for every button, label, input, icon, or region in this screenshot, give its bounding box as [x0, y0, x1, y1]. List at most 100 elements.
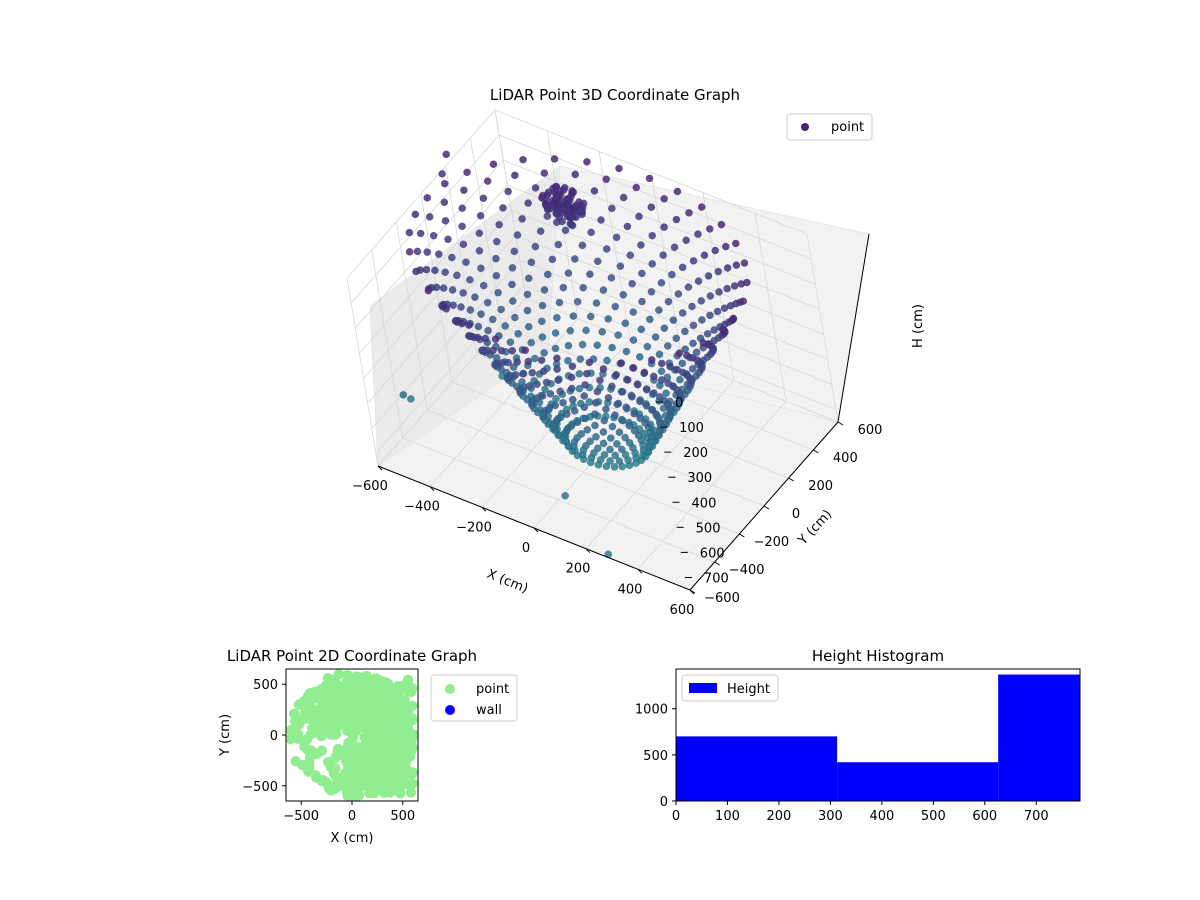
data-point	[479, 281, 488, 290]
grid-line	[395, 221, 428, 411]
data-point	[504, 358, 513, 367]
data-point	[590, 187, 599, 195]
x-tick-mark	[637, 568, 643, 574]
data-point	[629, 308, 638, 316]
data-point	[346, 700, 357, 712]
data-point	[668, 270, 676, 279]
data-point	[538, 392, 547, 400]
data-point	[539, 194, 547, 202]
data-point	[648, 406, 656, 414]
data-point	[611, 451, 620, 460]
data-point	[655, 306, 663, 314]
data-point	[647, 203, 656, 212]
data-point	[623, 404, 631, 413]
grid-line	[451, 381, 765, 507]
data-point	[577, 430, 586, 438]
y-tick-label: 200	[808, 479, 833, 494]
data-point	[606, 445, 614, 454]
grid-line	[346, 277, 379, 467]
data-point	[524, 322, 533, 331]
grid-line	[375, 284, 837, 454]
data-point	[720, 304, 729, 313]
chart-3d: LiDAR Point 3D Coordinate Graph −600 −400…	[346, 86, 926, 618]
data-point	[599, 439, 608, 448]
data-point	[604, 315, 613, 323]
data-point	[458, 222, 466, 231]
data-point	[438, 170, 446, 178]
data-point	[621, 450, 630, 459]
data-point	[623, 376, 632, 384]
x-tick-label: −200	[456, 520, 492, 535]
data-point	[662, 389, 670, 398]
data-point	[642, 401, 651, 410]
data-point	[463, 168, 471, 177]
data-point	[358, 718, 369, 729]
data-point	[510, 247, 519, 256]
data-point	[586, 437, 594, 446]
y-tick-label: 500	[253, 678, 278, 693]
data-point	[618, 387, 627, 396]
data-point	[483, 177, 492, 185]
y-tick-label: −200	[753, 535, 789, 550]
data-point	[466, 275, 474, 284]
chart-3d-title: LiDAR Point 3D Coordinate Graph	[490, 86, 740, 104]
x-tick-label: 200	[566, 562, 591, 577]
data-point	[396, 779, 408, 791]
data-point	[459, 240, 468, 249]
data-point	[551, 344, 560, 353]
data-point	[537, 317, 546, 326]
chart-2d-legend-point-label: point	[476, 682, 509, 697]
data-point	[289, 715, 301, 727]
chart-hist-legend-label: Height	[727, 682, 770, 697]
data-point	[622, 347, 631, 356]
data-point	[501, 322, 510, 330]
data-point	[657, 359, 666, 368]
data-point	[649, 389, 658, 397]
data-point	[591, 421, 599, 430]
chart-3d-legend-label: point	[831, 120, 864, 135]
data-point	[405, 248, 414, 256]
data-point	[582, 326, 590, 335]
x-tick-label: 300	[818, 809, 843, 824]
data-point	[603, 356, 611, 365]
data-point	[610, 463, 619, 471]
data-point	[495, 220, 504, 229]
data-point	[573, 418, 582, 427]
data-point	[343, 737, 354, 749]
y-tick-label: 0	[792, 507, 800, 522]
data-point	[453, 271, 461, 280]
grid-line	[650, 171, 683, 361]
data-point	[578, 241, 587, 250]
x-tick-label: 400	[869, 809, 894, 824]
data-point	[616, 262, 625, 271]
data-point	[557, 197, 566, 205]
grid-line	[359, 184, 820, 354]
data-point	[459, 289, 467, 297]
data-point	[634, 431, 643, 440]
data-point	[543, 270, 552, 279]
y-tick-mark	[714, 561, 720, 566]
chart-3d-legend: point	[786, 113, 873, 141]
data-point	[705, 225, 714, 233]
data-point	[473, 333, 482, 342]
data-point	[670, 243, 679, 252]
data-point	[528, 368, 537, 377]
x-tick-label: 600	[972, 809, 997, 824]
data-point	[589, 449, 598, 457]
data-point	[685, 208, 693, 217]
data-point	[322, 673, 334, 684]
data-point	[626, 251, 635, 260]
data-point	[484, 326, 492, 335]
grid-line	[371, 259, 832, 429]
y-tick-label: 0	[660, 795, 668, 810]
data-point	[387, 759, 398, 770]
data-point	[413, 247, 422, 256]
data-point	[442, 150, 451, 159]
data-point	[689, 257, 698, 265]
data-point	[399, 390, 408, 399]
grid-line	[371, 249, 404, 439]
y-tick-label: −400	[729, 563, 765, 578]
data-point	[657, 376, 666, 384]
data-point	[394, 767, 405, 778]
data-point	[683, 351, 691, 360]
